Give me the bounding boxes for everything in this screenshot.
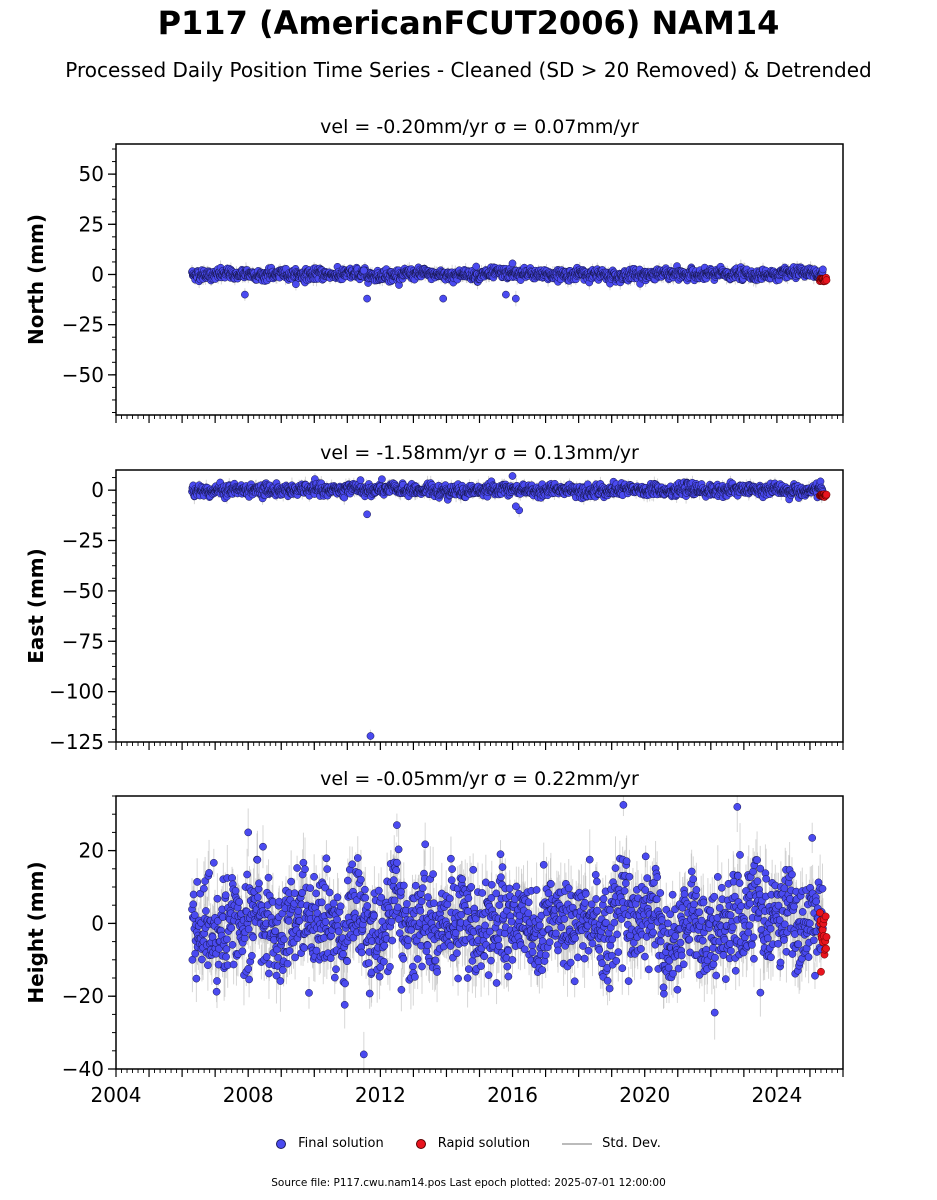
- legend-final: Final solution: [276, 1136, 384, 1151]
- x-tick-label: 2012: [355, 1083, 406, 1107]
- axes-frame: [115, 469, 844, 743]
- y-axis-label: Height (mm): [24, 861, 48, 1003]
- y-tick-label: 0: [91, 262, 104, 286]
- y-tick-label: 20: [79, 839, 104, 863]
- figure-title: P117 (AmericanFCUT2006) NAM14: [157, 4, 780, 42]
- rapid-solution-points: [816, 490, 831, 501]
- x-tick-label: 2016: [487, 1083, 538, 1107]
- rapid-solution-points: [816, 273, 831, 286]
- plot-area: [188, 472, 831, 742]
- x-tick-label: 2024: [751, 1083, 802, 1107]
- time-series-plots: vel = -0.20mm/yr σ = 0.07mm/yr North (mm)…: [24, 116, 844, 1107]
- legend-rapid-marker: [415, 1138, 426, 1149]
- stddev-bars: [191, 473, 824, 742]
- y-tick-label: −50: [62, 363, 104, 387]
- y-tick-label: 50: [79, 162, 104, 186]
- legend-stddev: Std. Dev.: [562, 1136, 661, 1151]
- panel-title: vel = -0.05mm/yr σ = 0.22mm/yr: [320, 768, 639, 790]
- final-solution-points: [188, 472, 827, 740]
- x-tick-label: 2008: [223, 1083, 274, 1107]
- legend-rapid-label: Rapid solution: [437, 1136, 531, 1151]
- legend-final-marker: [276, 1138, 287, 1149]
- panel-title: vel = -1.58mm/yr σ = 0.13mm/yr: [320, 442, 639, 464]
- y-tick-label: −20: [62, 984, 104, 1008]
- y-tick-label: 0: [91, 911, 104, 935]
- rapid-solution-points: [816, 908, 831, 976]
- legend-stddev-label: Std. Dev.: [602, 1136, 661, 1151]
- y-tick-label: 0: [91, 478, 104, 502]
- y-tick-label: −75: [62, 629, 104, 653]
- figure-subtitle: Processed Daily Position Time Series - C…: [65, 58, 872, 82]
- y-tick-label: −25: [62, 529, 104, 553]
- y-axis-label: North (mm): [24, 214, 48, 345]
- final-solution-points: [188, 801, 827, 1059]
- panel-title: vel = -0.20mm/yr σ = 0.07mm/yr: [320, 116, 639, 138]
- plot-area: [188, 259, 831, 307]
- legend-final-label: Final solution: [298, 1136, 384, 1151]
- legend: Final solution Rapid solution Std. Dev.: [0, 1136, 937, 1151]
- panel-3: vel = -0.05mm/yr σ = 0.22mm/yr Height (mm…: [24, 768, 844, 1107]
- source-caption: Source file: P117.cwu.nam14.pos Last epo…: [271, 1177, 666, 1189]
- y-tick-label: −40: [62, 1057, 104, 1081]
- y-tick-label: −50: [62, 579, 104, 603]
- x-tick-label: 2004: [91, 1083, 142, 1107]
- y-tick-label: −125: [49, 730, 104, 754]
- y-tick-label: 25: [79, 212, 104, 236]
- y-axis-label: East (mm): [24, 548, 48, 664]
- x-tick-label: 2020: [619, 1083, 670, 1107]
- plot-area: [188, 796, 831, 1069]
- legend-stddev-line: [562, 1142, 593, 1145]
- panel-1: vel = -0.20mm/yr σ = 0.07mm/yr North (mm)…: [24, 116, 844, 423]
- legend-rapid: Rapid solution: [415, 1136, 531, 1151]
- y-tick-label: −100: [49, 680, 104, 704]
- final-solution-points: [188, 259, 827, 303]
- y-tick-label: −25: [62, 313, 104, 337]
